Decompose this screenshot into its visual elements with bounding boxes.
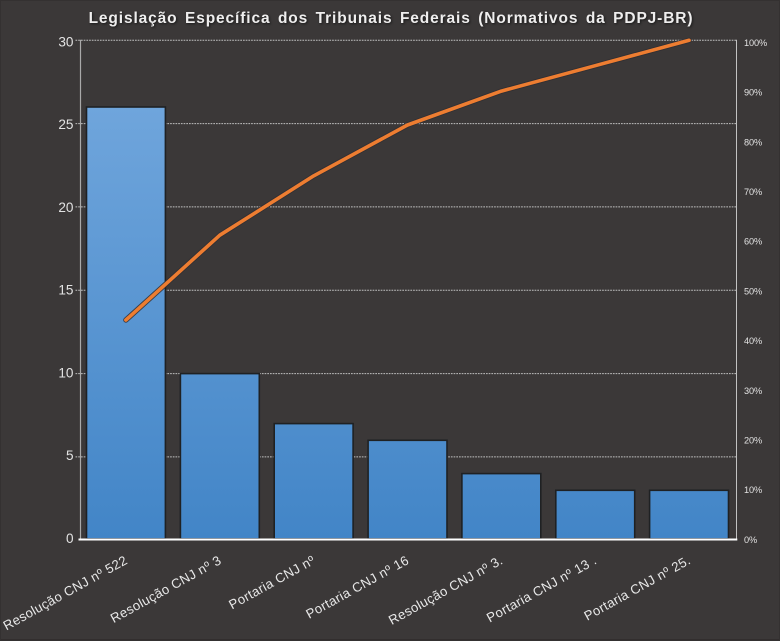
svg-text:10%: 10% xyxy=(744,485,762,495)
svg-text:70%: 70% xyxy=(744,187,762,197)
svg-text:30: 30 xyxy=(58,35,74,50)
svg-text:25: 25 xyxy=(58,117,73,132)
svg-text:15: 15 xyxy=(58,283,73,298)
svg-text:5: 5 xyxy=(66,448,74,463)
svg-text:40%: 40% xyxy=(744,336,762,346)
svg-text:20: 20 xyxy=(58,200,74,215)
svg-text:90%: 90% xyxy=(744,88,762,98)
svg-text:30%: 30% xyxy=(744,386,762,396)
svg-text:100%: 100% xyxy=(744,38,767,48)
svg-text:20%: 20% xyxy=(744,436,762,446)
svg-text:0%: 0% xyxy=(744,535,757,545)
svg-text:10: 10 xyxy=(58,365,74,380)
svg-text:60%: 60% xyxy=(744,237,762,247)
svg-text:0: 0 xyxy=(66,531,74,546)
svg-text:50%: 50% xyxy=(744,286,762,296)
svg-text:80%: 80% xyxy=(744,137,762,147)
svg-text:Legislação Específica dos Trib: Legislação Específica dos Tribunais Fede… xyxy=(89,10,694,27)
